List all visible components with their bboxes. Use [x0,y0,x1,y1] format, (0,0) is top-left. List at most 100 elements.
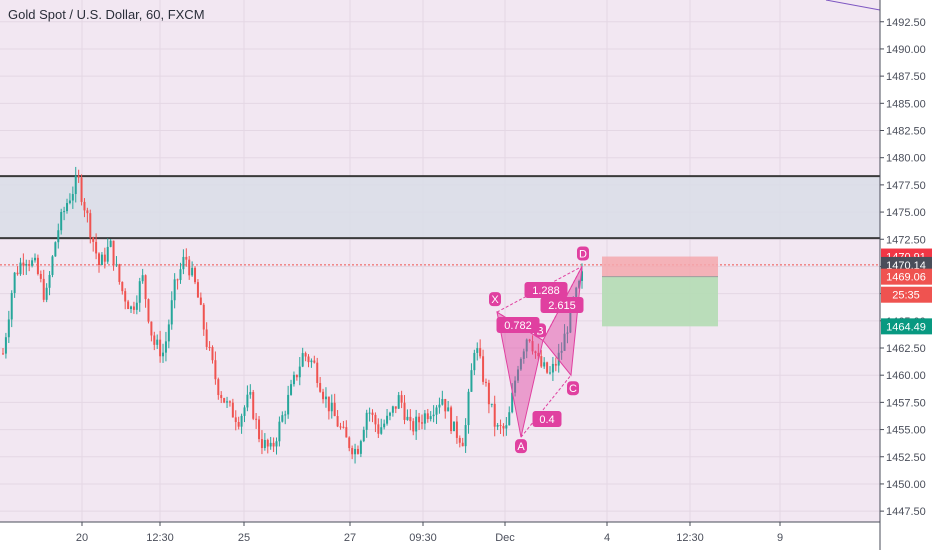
candle [304,351,307,362]
x-tick-label: 20 [76,532,88,544]
candle-body [281,415,284,422]
candle [435,405,438,424]
candle [295,374,298,381]
candle-body [409,416,412,422]
candle [36,254,39,276]
candle-body [106,246,109,262]
x-tick-label: 12:30 [676,532,704,544]
candle-body [415,416,418,432]
pattern-line-ac [520,374,572,438]
candle-body [176,279,179,281]
candle [118,263,121,285]
candle [537,343,540,361]
candle-body [246,394,249,408]
price-label-text: 25:35 [892,290,920,302]
candle-body [452,421,455,432]
candle [170,291,173,330]
candle [10,290,13,328]
candle-body [31,260,34,266]
candle-body [307,356,310,363]
candle-body [554,363,557,366]
candle-body [502,426,505,429]
candle [371,409,374,423]
candle-body [569,305,572,333]
candle-body [319,383,322,392]
harmonic-pattern: X A B C D 0.782 0.4 1.288 2.615 [489,246,589,454]
candle-body [418,416,421,423]
candle [164,331,167,362]
candle [173,273,176,309]
candle [351,445,354,460]
candle [479,339,482,359]
candle-body [13,272,16,294]
candle-body [231,402,234,418]
candle-body [356,448,359,454]
candle [234,410,237,431]
trade-reward-zone [602,276,718,327]
candle-body [514,380,517,393]
candle-body [322,391,325,400]
candle-body [36,257,39,274]
candle-body [429,416,432,420]
candle [452,421,455,432]
candle-body [80,177,83,202]
candle-body [487,382,490,405]
candle-body [83,201,86,211]
y-tick-label: 1460.00 [886,370,926,382]
price-label-text: 1469.06 [886,272,926,284]
candle [287,385,290,419]
candle [28,259,31,272]
candle [217,377,220,400]
candle [92,236,95,252]
candle [167,319,170,349]
candle-body [199,297,202,305]
x-tick-label: 25 [238,532,250,544]
candle [388,411,391,421]
candle-body [255,418,258,420]
candle [470,363,473,392]
candle-body [124,291,127,302]
candle-body [182,256,185,270]
candle [103,247,106,269]
candle [135,295,138,315]
candle-body [170,300,173,325]
candle-body [7,319,10,338]
candle [415,409,418,440]
candle [339,422,342,430]
candle [39,270,42,283]
candle [144,274,147,308]
candle-body [292,374,295,385]
candle-body [455,421,458,438]
candle-body [348,437,351,449]
candle [298,357,301,386]
candle-body [499,425,502,427]
candle [566,326,569,344]
candle [226,396,229,408]
candle-body [266,439,269,447]
y-tick-label: 1455.00 [886,425,926,437]
x-tick-label: 12:30 [146,532,174,544]
candle-body [150,321,153,336]
candle-body [295,374,298,378]
candle [214,351,217,385]
candle [386,408,389,426]
candle [342,420,345,429]
candle [246,385,249,412]
candle [359,439,362,458]
candle [83,198,86,218]
candle-body [284,414,287,416]
candle-body [522,351,525,359]
candle [202,302,205,336]
candle-body [10,293,13,320]
price-label: 1464.49 [881,318,932,335]
candle [316,357,319,388]
candle-body [330,402,333,412]
candle-body [260,439,263,449]
candle [208,341,211,351]
candle [464,418,467,453]
candle-body [109,240,112,247]
candle-body [54,242,57,257]
candle [534,350,537,359]
candle [71,186,74,209]
